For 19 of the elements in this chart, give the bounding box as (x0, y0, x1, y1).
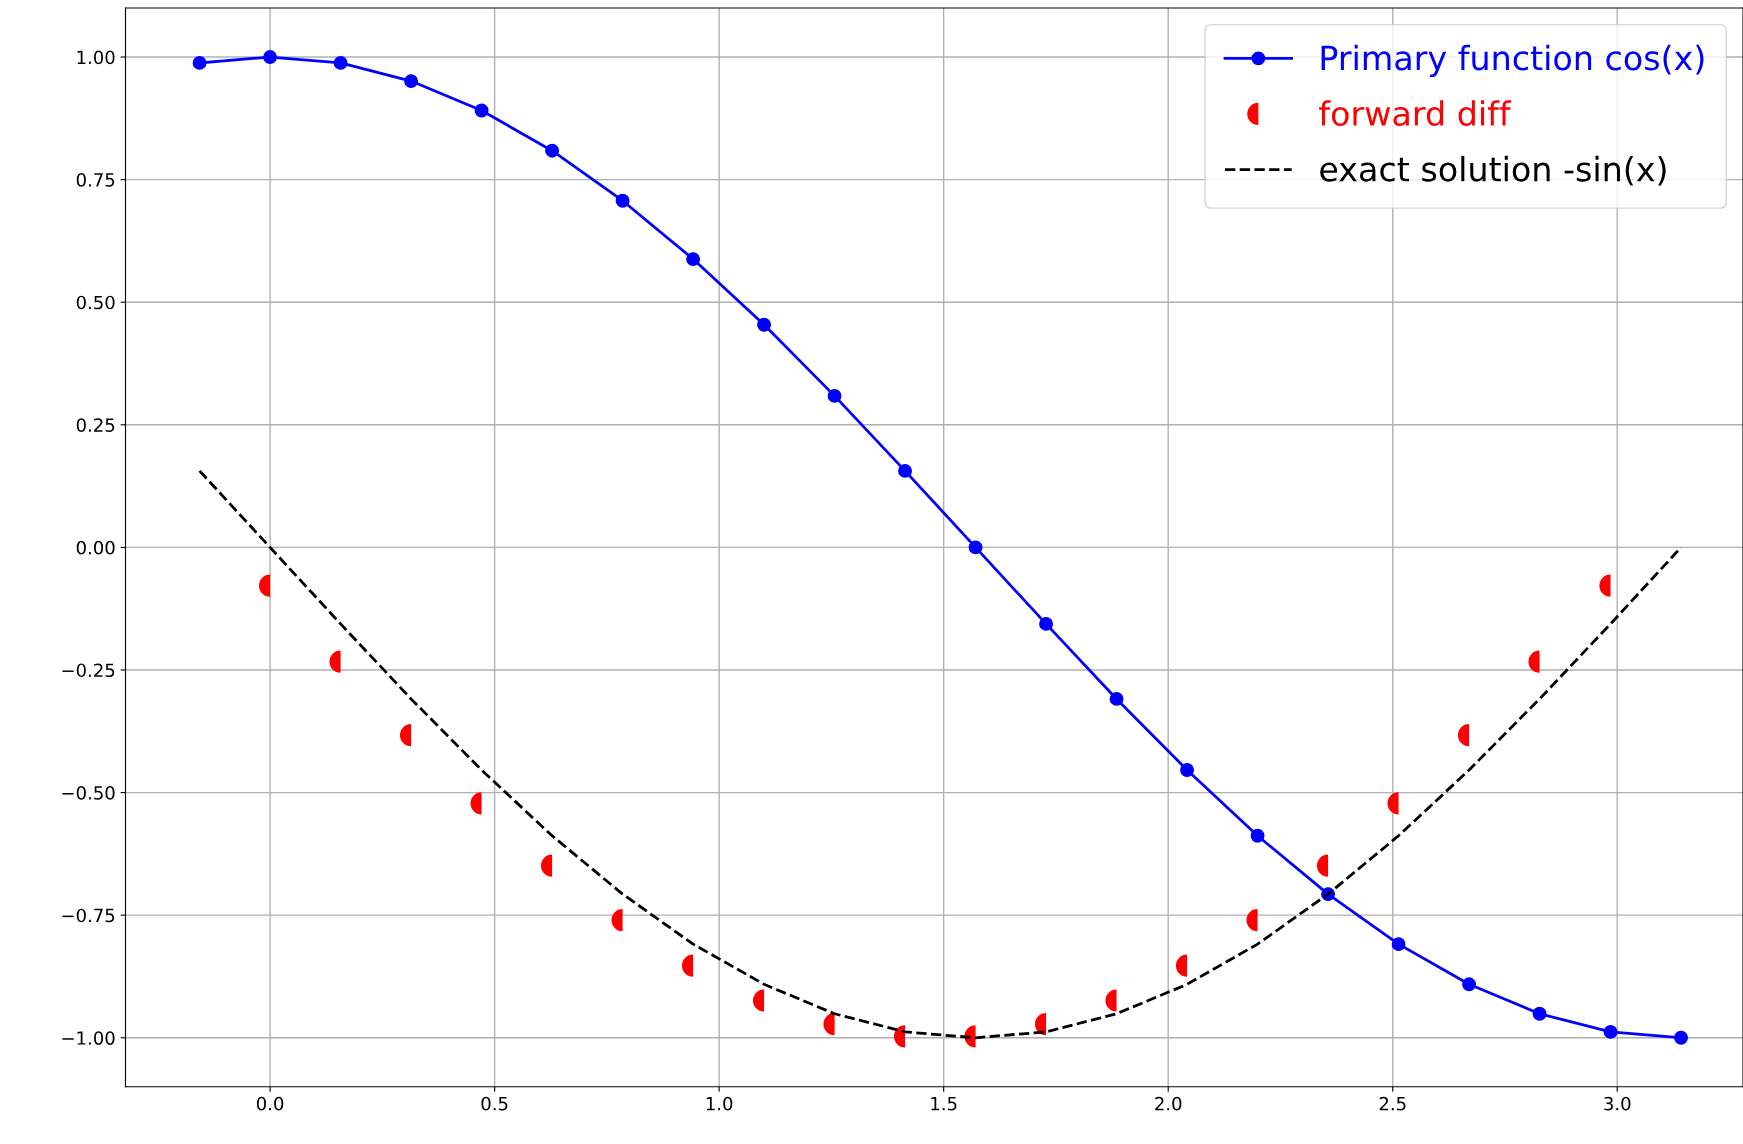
legend-label: exact solution -sin(x) (1320, 155, 1666, 186)
x-tick-label: 2.5 (1379, 1096, 1406, 1111)
legend-label: forward diff (1319, 100, 1512, 127)
y-tick-label: 0.00 (76, 540, 115, 555)
y-tick-label: −0.25 (62, 663, 115, 678)
y-tick-label: −0.50 (62, 786, 115, 800)
y-tick-label: 0.25 (76, 418, 115, 432)
y-tick-label: −1.00 (62, 1031, 115, 1045)
x-tick-label: 2.0 (1155, 1096, 1182, 1111)
y-tick-label: −0.75 (62, 908, 115, 923)
y-tick-label: 1.00 (77, 50, 115, 65)
x-tick-label: 1.0 (706, 1096, 733, 1111)
x-tick-label: 3.0 (1604, 1096, 1631, 1111)
y-tick-label: 0.50 (76, 295, 115, 310)
legend-label: Primary function cos(x) (1321, 44, 1704, 77)
x-tick-label: 1.5 (931, 1097, 957, 1111)
x-tick-label: 0.5 (481, 1096, 508, 1111)
x-tick-label: 0.0 (256, 1096, 284, 1111)
y-tick-label: 0.75 (76, 173, 115, 187)
